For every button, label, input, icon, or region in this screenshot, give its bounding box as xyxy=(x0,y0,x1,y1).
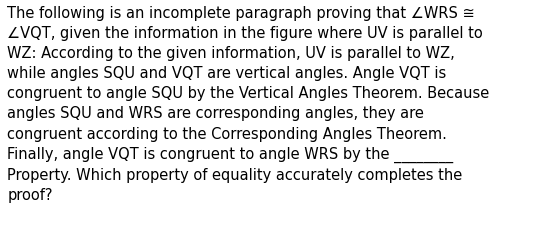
Text: The following is an incomplete paragraph proving that ∠WRS ≅
∠VQT, given the inf: The following is an incomplete paragraph… xyxy=(7,6,489,202)
